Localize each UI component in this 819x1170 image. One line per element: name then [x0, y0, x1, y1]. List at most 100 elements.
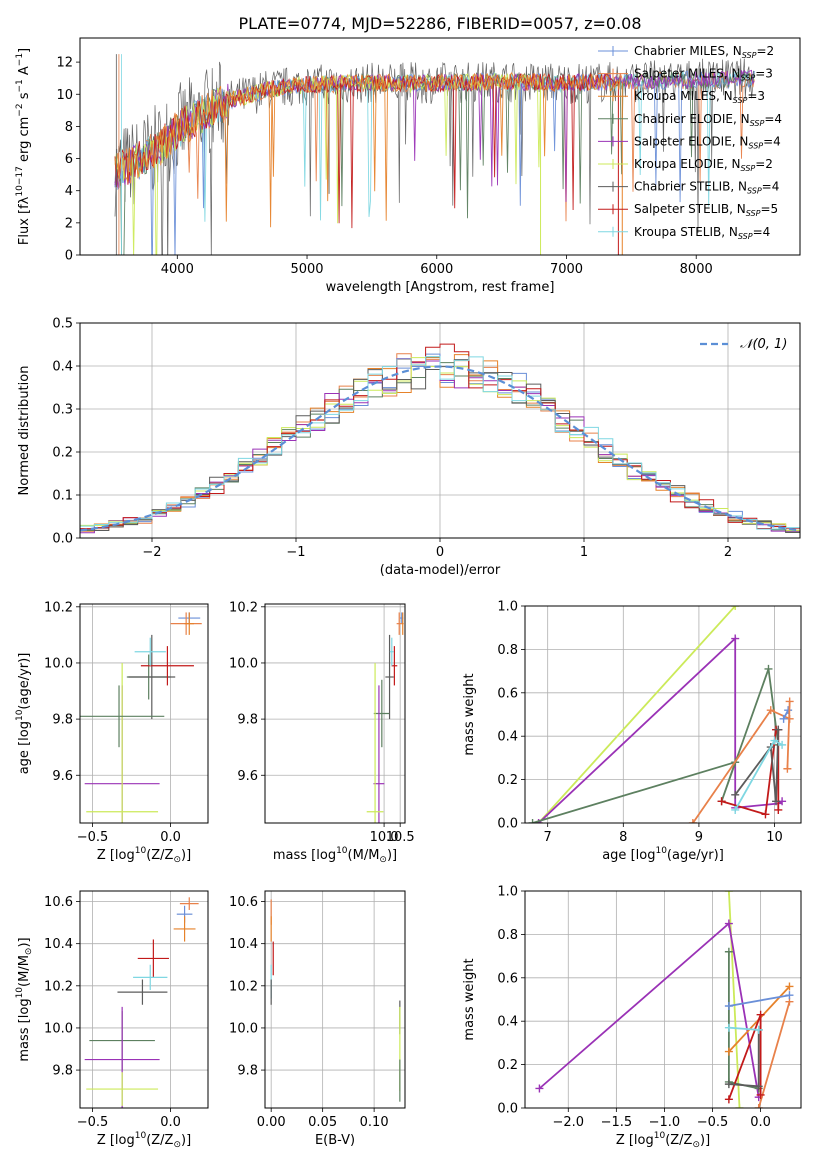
label-part: (age/yr)]	[17, 653, 32, 710]
x-tick-label: −1.5	[601, 1115, 633, 1130]
label-part: erg cm	[17, 117, 32, 166]
x-tick-label: −1	[286, 545, 305, 560]
spectrum-legend: Chabrier MILES, N SSP =2 Salpeter MILES, NS…	[598, 44, 782, 241]
y-tick-label: 9.6	[237, 769, 258, 784]
x-axis-label: Z [log10(Z/Z⊙)]	[616, 1131, 710, 1150]
weight-marker	[724, 1023, 733, 1032]
axes-frame	[79, 603, 209, 824]
weight-marker	[785, 697, 794, 706]
y-tick-label: 10.2	[229, 600, 258, 615]
legend-entry: Salpeter MILES, NSSP=3	[634, 67, 773, 83]
legend-text: Chabrier MILES, N	[634, 44, 742, 58]
mass-vs-metallicity-panel: −0.5 0.09.810.010.210.410.6Z [log10(Z/Z⊙)…	[15, 890, 209, 1150]
y-tick-label: 1.0	[497, 600, 518, 615]
legend-suffix: =2	[756, 44, 774, 58]
label-part: ⊙	[379, 855, 387, 865]
y-axis-label: mass weight	[462, 958, 477, 1040]
plot-area	[270, 899, 401, 1102]
y-tick-label: 10.0	[229, 1021, 258, 1036]
x-tick-label: 4000	[161, 262, 194, 277]
weight-marker	[731, 606, 740, 610]
label-part: 10	[654, 1131, 666, 1141]
y-tick-label: 0.6	[497, 686, 518, 701]
legend-suffix: =5	[760, 202, 778, 216]
mass-weight-vs-metallicity-panel: −2.0 −1.5 −1.0 −0.5 0.0 0.0 0.2 0.4 0.6 0.8 1.0 Z […	[462, 885, 802, 1150]
legend-sub: SSP	[747, 187, 762, 196]
weight-marker	[535, 1084, 544, 1093]
weight-marker	[774, 805, 783, 814]
legend-suffix: =3	[747, 89, 765, 103]
x-tick-label: 0.0	[160, 1115, 181, 1130]
weight-marker	[731, 790, 740, 799]
x-tick-label: 5000	[290, 262, 323, 277]
y-tick-label: 10.4	[44, 937, 73, 952]
label-part: 10	[15, 185, 25, 197]
weight-marker	[724, 919, 733, 928]
weight-line	[537, 636, 783, 823]
x-tick-label: −0.5	[697, 1115, 729, 1130]
legend-sub: SSP	[746, 209, 761, 218]
label-part: )]	[17, 937, 32, 947]
weight-marker	[731, 634, 740, 643]
residual-histogram-panel: −2 −1 0 1 2 0.0 0.1 0.2 0.3 0.4 0.5 (data-model)/er…	[17, 317, 801, 578]
x-tick-label: 0.0	[750, 1115, 771, 1130]
weight-marker	[735, 1104, 744, 1108]
weight-marker	[724, 1095, 733, 1104]
y-tick-label: 10.2	[44, 600, 73, 615]
y-tick-label: 9.8	[237, 713, 258, 728]
x-tick-label: −1.0	[649, 1115, 681, 1130]
y-tick-label: 0.2	[52, 446, 73, 461]
weight-marker	[778, 740, 787, 749]
weight-marker	[717, 797, 726, 806]
weight-marker	[724, 1002, 733, 1011]
legend-entry: Chabrier ELODIE, NSSP=4	[634, 112, 782, 128]
label-part: 10	[336, 846, 348, 856]
y-tick-label: 9.8	[52, 713, 73, 728]
label-part: 10	[15, 709, 25, 721]
weight-marker	[754, 1104, 763, 1108]
x-tick-label: 0.0	[160, 830, 181, 845]
legend-suffix: =3	[755, 67, 773, 81]
y-tick-label: 10.4	[229, 937, 258, 952]
axes-frame	[264, 603, 406, 824]
y-tick-label: 10.6	[229, 895, 258, 910]
label-part: age [log	[602, 848, 655, 863]
plot-area	[84, 897, 199, 1108]
y-tick-label: 0.6	[497, 971, 518, 986]
label-part: )]	[700, 1133, 710, 1148]
label-part: (Z/Z	[146, 848, 173, 863]
plot-area	[80, 612, 202, 823]
weight-line	[728, 891, 741, 1108]
label-part: (M/M	[17, 955, 32, 987]
y-tick-label: 0.0	[52, 532, 73, 547]
y-axis-label: Normed distribution	[17, 366, 32, 496]
weight-line	[728, 994, 790, 1007]
label-part: A	[17, 66, 32, 79]
y-tick-label: 9.8	[52, 1064, 73, 1079]
y-tick-label: 6	[65, 152, 73, 167]
legend-text: Chabrier ELODIE, N	[634, 112, 750, 126]
weight-line	[782, 709, 789, 720]
y-tick-label: 0.4	[497, 1015, 518, 1030]
y-tick-label: 0.5	[52, 317, 73, 332]
x-tick-label: −0.5	[77, 830, 109, 845]
weight-marker	[785, 982, 794, 991]
legend-gauss-label: 𝒩(0, 1)	[740, 337, 787, 352]
weight-marker	[754, 1025, 763, 1034]
x-tick-label: 7	[544, 830, 552, 845]
legend-sub: SSP	[733, 96, 748, 105]
weight-line	[786, 701, 791, 769]
label-part: 10	[135, 846, 147, 856]
histogram-series	[80, 343, 800, 530]
label-part: )]	[181, 1133, 191, 1148]
x-tick-label: −2	[142, 545, 161, 560]
legend-suffix: =2	[755, 157, 773, 171]
weight-marker	[724, 1047, 733, 1056]
y-axis-label: Flux [fλ10−17 erg cm−2 s−1 A−1]	[15, 48, 32, 245]
legend-entry: Kroupa MILES, NSSP=3	[634, 89, 765, 105]
y-tick-label: 0.4	[497, 730, 518, 745]
label-part: s	[17, 92, 32, 103]
weight-line	[537, 606, 736, 823]
legend-entry: Salpeter ELODIE, NSSP=4	[634, 134, 781, 150]
